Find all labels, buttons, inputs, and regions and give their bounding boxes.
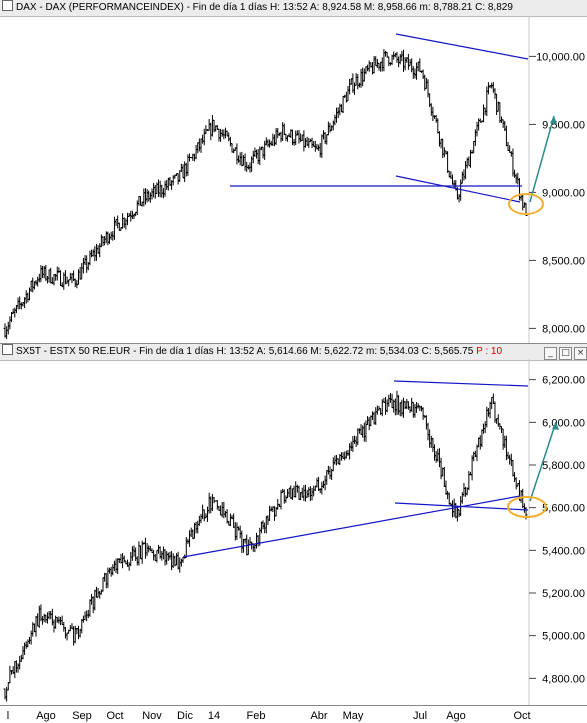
x-tick-label: Dic [177,710,193,722]
estx-pane: SX5T - ESTX 50 RE.EUR - Fin de día 1 día… [0,343,587,705]
minimize-button[interactable]: _ [544,347,557,360]
y-tick-label: 10,000.00 [536,51,585,63]
dax-header-text: DAX - DAX (PERFORMANCEINDEX) - Fin de dí… [16,2,513,13]
x-tick-label: Feb [246,710,266,722]
x-tick-label: Abr [310,710,328,722]
highlight-ellipse [507,496,547,518]
collapse-pane-button[interactable] [2,0,13,11]
y-tick-label: 5,800.00 [542,460,585,472]
y-tick-label: 5,200.00 [542,588,585,600]
x-tick-label: Ago [446,710,466,722]
dax-chart: 8,000.00 8,500.00 9,000.00 9,500.00 10,000.0… [3,16,585,343]
projection-arrowhead [550,116,557,124]
trendline [395,33,529,60]
y-tick-label: 9,500.00 [542,119,585,131]
estx-header-text: SX5T - ESTX 50 RE.EUR - Fin de día 1 día… [16,346,477,357]
x-tick-label: 14 [207,710,221,722]
projection-arrow [529,421,557,502]
pane-controls: _ □ × [542,345,587,360]
y-tick-label: 5,000.00 [542,631,585,643]
x-tick-label: Nov [142,710,162,722]
y-tick-label: 9,000.00 [542,187,585,199]
y-tick-label: 6,000.00 [542,417,585,429]
x-tick-label: Oct [106,710,124,722]
trendline [394,502,529,511]
time-axis: l Ago Sep Oct Nov Dic 14 Feb Abr May Jul Ago Oct [0,705,587,723]
y-tick-label: 5,400.00 [542,545,585,557]
y-tick-label: 8,500.00 [542,255,585,267]
collapse-pane-button[interactable] [2,344,13,355]
x-tick-label: Sep [72,710,92,722]
estx-pane-header: SX5T - ESTX 50 RE.EUR - Fin de día 1 día… [0,343,587,361]
projection-arrowhead [552,422,559,430]
x-tick-label: Oct [513,710,531,722]
projection-arrow [529,115,555,203]
y-tick-label: 8,000.00 [542,323,585,335]
x-tick-label: l [6,710,10,722]
price-bars [3,49,528,339]
y-tick-label: 5,600.00 [542,503,585,515]
price-bars [3,390,528,702]
estx-chart: 4,800.00 5,000.00 5,200.00 5,400.00 5,600.00… [3,359,585,705]
trendline [395,175,521,203]
trendline [393,380,529,387]
highlight-ellipse [508,193,544,215]
maximize-button[interactable]: □ [559,347,572,360]
y-tick-label: 6,200.00 [542,375,585,387]
dax-pane-header: DAX - DAX (PERFORMANCEINDEX) - Fin de dí… [0,0,587,17]
x-tick-label: Ago [36,710,56,722]
x-tick-label: May [342,710,364,722]
x-tick-label: Jul [412,710,428,722]
y-tick-label: 4,800.00 [542,673,585,685]
dax-pane: DAX - DAX (PERFORMANCEINDEX) - Fin de dí… [0,0,587,343]
estx-p-label: P : 10 [476,346,503,357]
